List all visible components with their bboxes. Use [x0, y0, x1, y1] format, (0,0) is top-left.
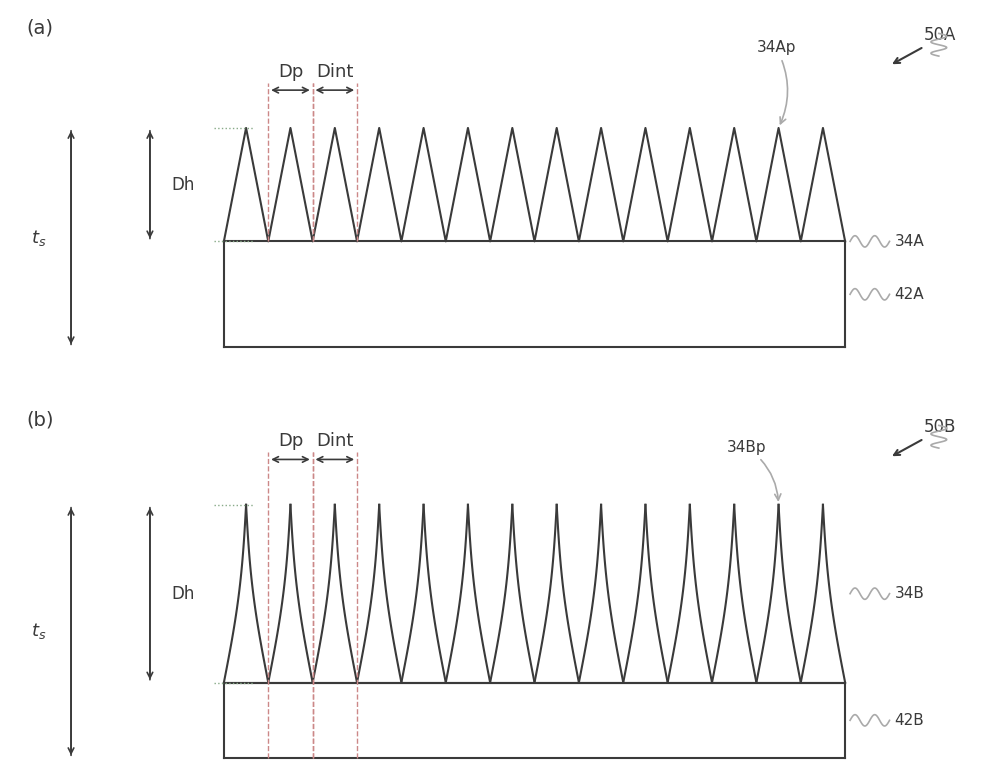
Text: 34Ap: 34Ap — [756, 40, 796, 124]
Text: (b): (b) — [27, 410, 54, 430]
Text: Dp: Dp — [278, 63, 303, 81]
Text: Dp: Dp — [278, 432, 303, 450]
Text: 34A: 34A — [894, 234, 924, 249]
Text: Dh: Dh — [172, 176, 195, 194]
Text: (a): (a) — [27, 18, 54, 38]
Text: Dint: Dint — [316, 432, 354, 450]
Text: 50B: 50B — [924, 418, 956, 436]
Text: $t_s$: $t_s$ — [31, 227, 46, 248]
Text: 34Bp: 34Bp — [727, 440, 781, 500]
Text: $t_s$: $t_s$ — [31, 622, 46, 641]
Text: 42A: 42A — [894, 287, 924, 302]
Text: Dint: Dint — [316, 63, 354, 81]
Text: 50A: 50A — [924, 26, 956, 44]
Text: 42B: 42B — [894, 713, 924, 728]
Text: Dh: Dh — [172, 585, 195, 603]
Text: 34B: 34B — [894, 586, 924, 601]
